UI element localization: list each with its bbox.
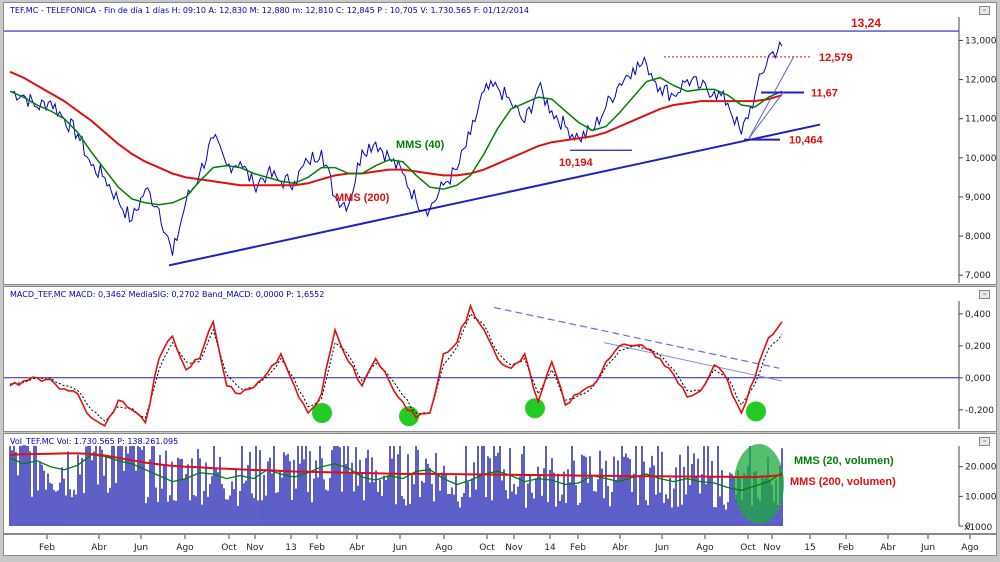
panel-maximize-button[interactable]: ▫ [979, 6, 990, 15]
label-10-464: 10,464 [789, 135, 824, 147]
panel-maximize-button[interactable]: ▫ [979, 290, 990, 299]
label-vol-mms20: MMS (20, volumen) [794, 455, 894, 467]
macd-y-tick-label: 0,000 [965, 374, 991, 384]
volume-chart: 0 10.000 20.000 x1000 MMS (20, volumen) MMS (… [9, 444, 997, 533]
x-axis-labels: Feb Abr Jun Ago Oct Nov 13 Feb Abr Jun Ago Oct Nov 14… [39, 535, 979, 553]
label-12-579: 12,579 [819, 52, 853, 64]
x-tick-label: Ago [435, 543, 453, 553]
series-price-line [9, 40, 783, 256]
x-tick-label: Abr [880, 543, 896, 553]
macd-chart: 0,400 0,200 0,000 -0,200 [4, 301, 994, 429]
macd-low-highlight [399, 406, 419, 427]
price-y-tick-label: 10,000 [965, 154, 997, 164]
short-trendline-upper [748, 55, 795, 139]
series-macd-line [9, 303, 783, 427]
x-tick-label: 13 [285, 543, 296, 553]
label-mms200: MMS (200) [335, 192, 390, 204]
x-tick-label: Ago [696, 543, 714, 553]
volume-y-tick-label: 10.000 [965, 492, 997, 502]
macd-trend-line-lower [603, 342, 783, 382]
macd-y-tick-label: -0,200 [965, 406, 994, 416]
label-11-67: 11,67 [811, 87, 838, 99]
series-vol-mms200-line [9, 452, 783, 479]
macd-divergence-line [493, 306, 780, 369]
macd-low-highlight [746, 401, 766, 422]
x-tick-label: Oct [479, 543, 495, 553]
x-tick-label: Feb [570, 543, 586, 553]
x-tick-label: Oct [221, 543, 237, 553]
macd-y-tick-label: 0,200 [965, 342, 991, 352]
x-tick-label: Jun [392, 543, 407, 553]
x-tick-label: Abr [612, 543, 628, 553]
label-vol-mms200: MMS (200, volumen) [790, 476, 896, 488]
volume-y-tick-label: 0 [965, 522, 971, 532]
series-mms200-line [9, 70, 783, 187]
x-tick-label: Ago [176, 543, 194, 553]
series-mms40-line [9, 76, 783, 206]
x-tick-label: Abr [349, 543, 365, 553]
price-chart: 7,000 8,000 9,000 10,000 11,000 12,000 13,000 1… [4, 16, 997, 283]
x-tick-label: Feb [39, 543, 55, 553]
x-tick-label: Nov [763, 543, 781, 553]
short-trendline-lower [748, 91, 785, 139]
x-tick-label: Ago [961, 543, 979, 553]
x-tick-label: Feb [309, 543, 325, 553]
macd-low-highlight [525, 398, 545, 419]
x-tick-label: Jun [920, 543, 935, 553]
panel-maximize-button[interactable]: ▫ [979, 437, 990, 446]
macd-header: MACD_TEF.MC MACD: 0,3462 MediaSIG: 0,270… [10, 290, 325, 299]
x-axis: Feb Abr Jun Ago Oct Nov 13 Feb Abr Jun Ago Oct Nov 14… [3, 534, 997, 556]
x-tick-label: Jun [654, 543, 669, 553]
label-13-24: 13,24 [851, 16, 881, 30]
x-tick-label: Feb [838, 543, 854, 553]
x-tick-label: Nov [505, 543, 523, 553]
macd-low-highlight [312, 403, 332, 423]
x-tick-label: Jun [133, 543, 148, 553]
price-y-tick-label: 12,000 [965, 76, 997, 86]
x-tick-label: Nov [246, 543, 264, 553]
price-y-tick-label: 7,000 [965, 271, 991, 281]
x-tick-label: 14 [544, 543, 556, 553]
price-y-tick-label: 11,000 [965, 115, 997, 125]
support-trendline [168, 123, 821, 267]
label-mms40: MMS (40) [396, 139, 445, 151]
price-header: TEF.MC - TELEFONICA - Fin de día 1 días … [10, 6, 530, 15]
x-tick-label: 15 [804, 543, 815, 553]
x-tick-label: Abr [91, 543, 107, 553]
volume-panel: Vol_TEF.MC Vol: 1.730.565 P: 138.261.095… [3, 433, 997, 534]
volume-header: Vol_TEF.MC Vol: 1.730.565 P: 138.261.095 [10, 437, 179, 446]
x-tick-label: Oct [740, 543, 756, 553]
macd-y-tick-label: 0,400 [965, 310, 991, 320]
price-y-tick-label: 13,000 [965, 36, 997, 46]
price-y-tick-label: 9,000 [965, 193, 991, 203]
price-panel: TEF.MC - TELEFONICA - Fin de día 1 días … [3, 2, 997, 285]
volume-scale-note: x1000 [964, 523, 993, 533]
macd-panel: MACD_TEF.MC MACD: 0,3462 MediaSIG: 0,270… [3, 286, 997, 432]
volume-y-tick-label: 20.000 [965, 463, 997, 473]
label-10-194: 10,194 [559, 157, 594, 169]
price-y-tick-label: 8,000 [965, 232, 991, 242]
